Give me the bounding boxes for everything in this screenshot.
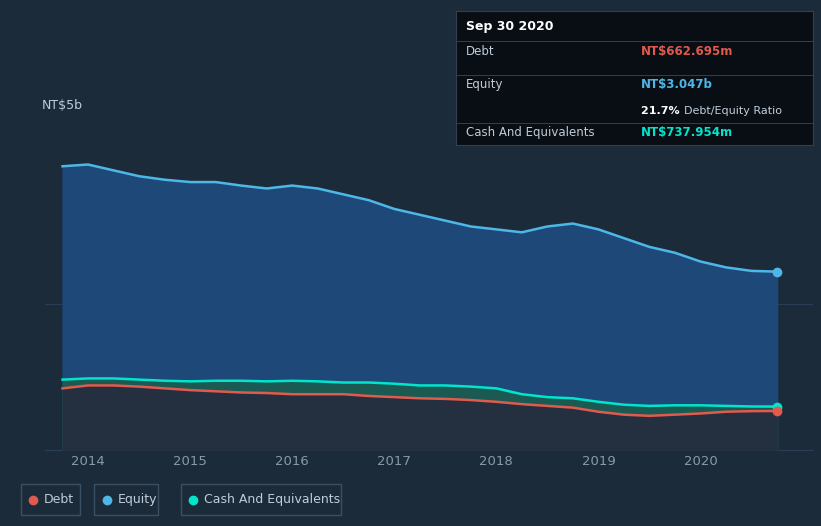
Text: NT$0: NT$0 xyxy=(41,491,75,504)
Text: Debt: Debt xyxy=(466,45,495,58)
Text: NT$5b: NT$5b xyxy=(41,99,82,112)
Text: NT$737.954m: NT$737.954m xyxy=(641,126,733,139)
Text: NT$3.047b: NT$3.047b xyxy=(641,78,713,90)
Text: Debt: Debt xyxy=(44,493,74,506)
Text: Sep 30 2020: Sep 30 2020 xyxy=(466,20,554,33)
Text: Equity: Equity xyxy=(117,493,157,506)
FancyBboxPatch shape xyxy=(21,484,80,515)
Text: Debt/Equity Ratio: Debt/Equity Ratio xyxy=(684,106,782,116)
Text: 21.7%: 21.7% xyxy=(641,106,684,116)
FancyBboxPatch shape xyxy=(94,484,158,515)
Text: NT$662.695m: NT$662.695m xyxy=(641,45,734,58)
Text: Cash And Equivalents: Cash And Equivalents xyxy=(466,126,595,139)
FancyBboxPatch shape xyxy=(181,484,341,515)
Text: Cash And Equivalents: Cash And Equivalents xyxy=(204,493,340,506)
Text: Equity: Equity xyxy=(466,78,504,90)
